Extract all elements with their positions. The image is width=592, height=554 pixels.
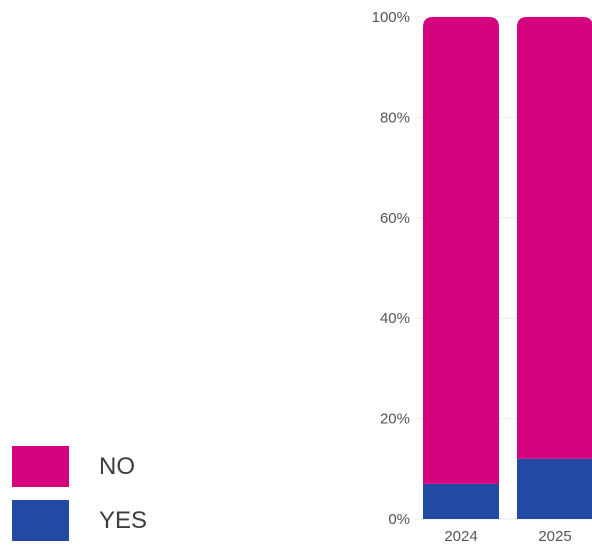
bar-yes-2025	[517, 458, 592, 519]
legend-label-yes: YES	[99, 507, 148, 534]
y-tick-label: 60%	[380, 210, 410, 227]
y-tick-label: 20%	[380, 411, 410, 428]
legend-item-yes[interactable]: YES	[12, 500, 212, 541]
x-tick-label: 2024	[444, 528, 477, 545]
x-tick-label: 2025	[538, 528, 571, 545]
y-axis-ticks: 0% 20% 40% 60% 80% 100%	[372, 9, 410, 528]
y-tick-label: 0%	[388, 511, 410, 528]
legend-swatch-yes	[12, 500, 69, 541]
bars	[423, 17, 592, 519]
legend-swatch-no	[12, 446, 69, 487]
bar-yes-2024	[423, 483, 499, 519]
bar-no-2024	[423, 17, 499, 484]
y-tick-label: 80%	[380, 109, 410, 126]
legend-label-no: NO	[99, 453, 135, 480]
legend-item-no[interactable]: NO	[12, 446, 212, 487]
y-tick-label: 100%	[372, 9, 410, 26]
legend: NO YES	[12, 446, 212, 554]
bar-no-2025	[517, 17, 592, 459]
x-axis-labels: 2024 2025	[444, 528, 571, 545]
y-tick-label: 40%	[380, 310, 410, 327]
